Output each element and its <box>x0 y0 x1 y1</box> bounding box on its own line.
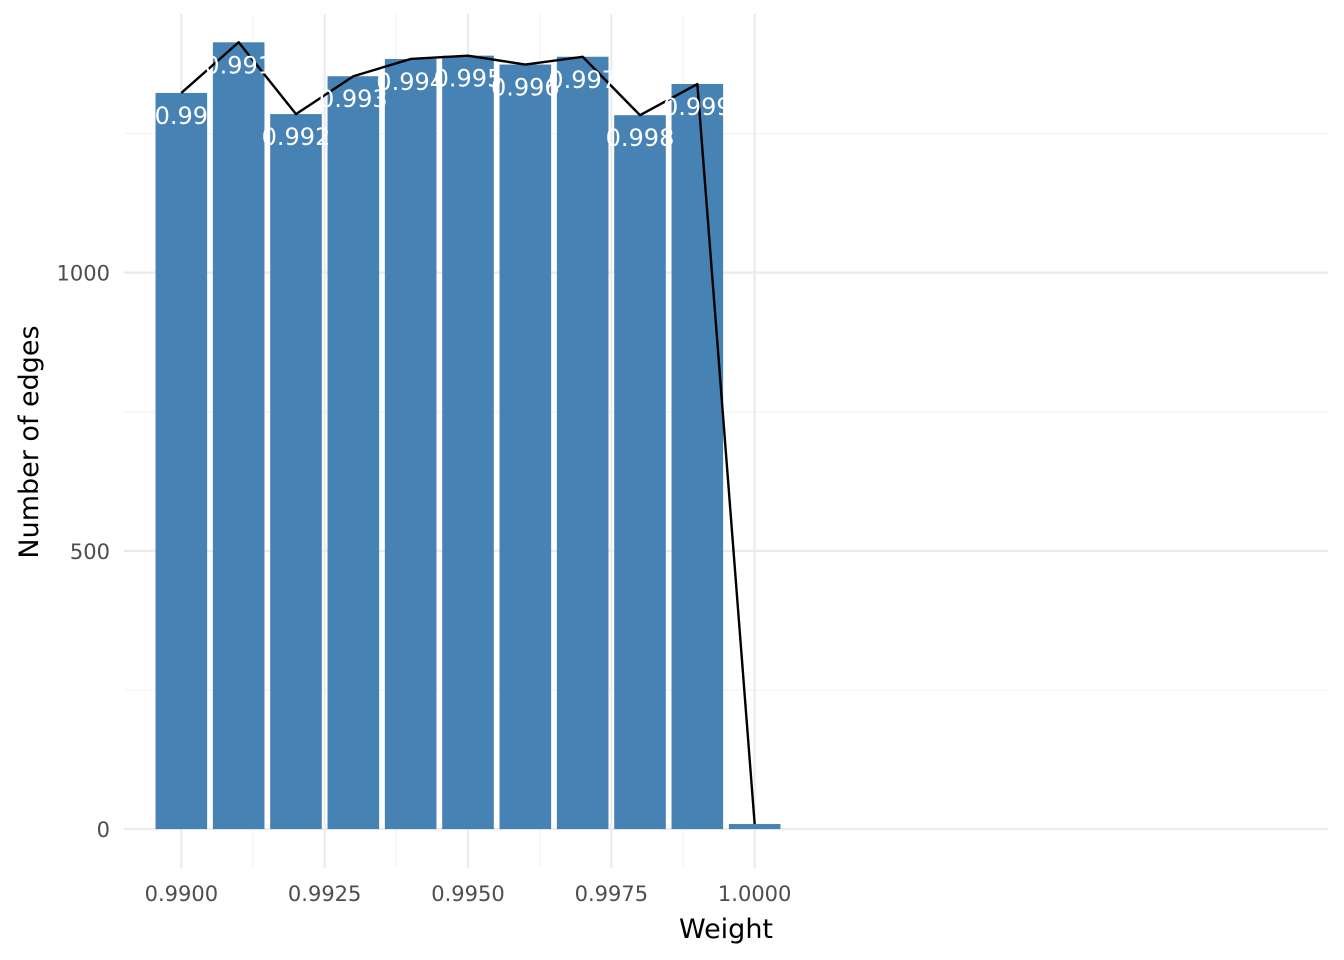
x-tick-label: 0.9900 <box>145 882 218 906</box>
bar-label: 0.997 <box>548 66 617 94</box>
bar-label: 0.993 <box>319 85 388 113</box>
y-axis-ticks: 0 500 1000 <box>57 262 110 842</box>
x-axis-title: Weight <box>679 914 773 945</box>
bar <box>499 64 552 830</box>
bar <box>384 58 437 830</box>
y-tick-label: 1000 <box>57 262 110 286</box>
x-tick-label: 0.9925 <box>288 882 361 906</box>
x-tick-label: 0.9975 <box>575 882 648 906</box>
y-tick-label: 500 <box>70 540 110 564</box>
x-tick-label: 1.0000 <box>718 882 791 906</box>
bars <box>155 42 781 830</box>
bar-label: 0.992 <box>262 123 331 151</box>
trend-line-layer <box>180 41 756 825</box>
bar-label: 0.994 <box>376 68 445 96</box>
bar <box>327 76 380 830</box>
x-tick-label: 0.9950 <box>431 882 504 906</box>
bar <box>442 55 494 830</box>
bar-label: 0.996 <box>491 74 560 102</box>
x-axis-ticks: 0.9900 0.9925 0.9950 0.9975 1.0000 <box>145 882 792 906</box>
bar <box>728 824 781 830</box>
bar <box>671 84 724 830</box>
bar <box>270 114 322 830</box>
bar-label: 0.998 <box>606 124 675 152</box>
bar-label: 0.999 <box>663 93 732 121</box>
trend-line <box>180 41 756 825</box>
bar-label: 0.99 <box>155 102 208 130</box>
bar <box>212 42 265 830</box>
bar <box>556 56 609 830</box>
grid-lines <box>124 14 1328 868</box>
bar-label: 0.991 <box>204 51 273 79</box>
bar-label: 0.995 <box>434 65 503 93</box>
y-axis-title: Number of edges <box>14 325 45 558</box>
bar <box>155 92 208 830</box>
bar <box>614 115 666 830</box>
y-tick-label: 0 <box>97 818 110 842</box>
